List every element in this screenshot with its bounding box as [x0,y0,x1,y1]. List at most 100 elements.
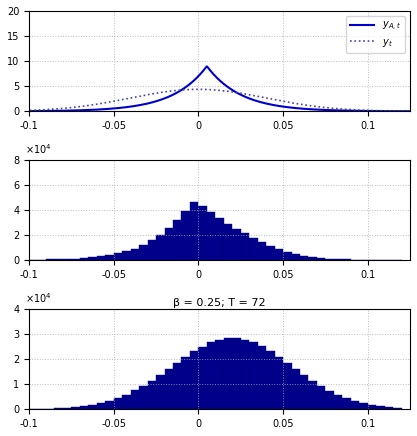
Bar [148,240,156,260]
$y_t$ [331,106,336,111]
Text: $\times 10^4$: $\times 10^4$ [25,291,52,305]
$y_t$ [416,109,417,114]
Bar [97,256,105,260]
Bar [325,259,334,260]
Bar [97,403,105,409]
Bar [258,242,266,260]
Bar [224,338,232,409]
Bar [291,254,300,260]
Bar [359,403,368,409]
Bar [190,202,198,260]
$y_{A,t}$ [164,95,169,100]
$y_{A,t}$ [323,107,328,112]
Bar [334,259,342,260]
Bar [283,252,291,260]
Bar [266,351,274,409]
Bar [55,408,63,409]
Bar [139,245,148,260]
Bar [376,406,384,409]
Bar [181,211,190,260]
Bar [207,212,215,260]
Bar [80,406,88,409]
Line: $y_t$: $y_t$ [0,89,417,111]
Bar [207,342,215,409]
$y_{A,t}$ [179,87,184,92]
Bar [88,405,97,409]
$y_t$ [36,107,41,112]
$y_t$ [164,89,169,94]
Bar [309,257,317,260]
Bar [309,381,317,409]
Bar [46,259,55,260]
Bar [198,206,207,260]
Bar [173,363,181,409]
Bar [266,246,274,260]
Bar [131,390,139,409]
Bar [334,395,342,409]
Bar [249,342,258,409]
Bar [198,347,207,409]
Bar [122,395,131,409]
Bar [224,224,232,260]
$y_t$ [179,87,184,92]
$y_{A,t}$ [284,104,289,109]
Bar [317,258,325,260]
Bar [173,220,181,260]
Line: $y_{A,t}$: $y_{A,t}$ [0,66,417,111]
Bar [148,381,156,409]
Bar [55,259,63,260]
Bar [215,340,224,409]
Bar [181,357,190,409]
Bar [131,249,139,260]
Bar [351,401,359,409]
Bar [71,259,80,260]
Text: $\times 10^4$: $\times 10^4$ [25,142,52,156]
Bar [114,399,122,409]
Bar [88,257,97,260]
Bar [71,407,80,409]
Bar [325,391,334,409]
Bar [156,375,165,409]
Bar [241,340,249,409]
Bar [232,338,241,409]
Bar [114,253,122,260]
Bar [300,375,309,409]
Legend: $y_{A,t}$, $y_t$: $y_{A,t}$, $y_t$ [346,16,405,53]
$y_{A,t}$ [331,108,336,113]
Bar [283,363,291,409]
Bar [291,369,300,409]
Bar [384,407,393,409]
$y_{A,t}$ [36,109,41,114]
Bar [342,259,351,260]
Bar [190,351,198,409]
Bar [105,401,114,409]
Bar [368,405,376,409]
Bar [258,346,266,409]
Bar [317,386,325,409]
Bar [63,259,71,260]
Bar [241,233,249,260]
Bar [38,259,46,260]
Bar [139,386,148,409]
Bar [80,258,88,260]
Bar [274,249,283,260]
Bar [232,228,241,260]
Bar [249,238,258,260]
$y_t$ [284,99,289,105]
Bar [165,369,173,409]
$y_t$ [196,87,201,92]
Bar [156,235,165,260]
Bar [393,408,402,409]
$y_{A,t}$ [204,64,209,69]
Bar [215,218,224,260]
$y_t$ [323,105,328,110]
Bar [122,251,131,260]
Bar [274,357,283,409]
$y_{A,t}$ [416,109,417,114]
Bar [63,408,71,409]
Bar [342,399,351,409]
Bar [165,228,173,260]
Bar [105,255,114,260]
Title: β = 0.25; T = 72: β = 0.25; T = 72 [173,298,266,308]
Bar [300,256,309,260]
